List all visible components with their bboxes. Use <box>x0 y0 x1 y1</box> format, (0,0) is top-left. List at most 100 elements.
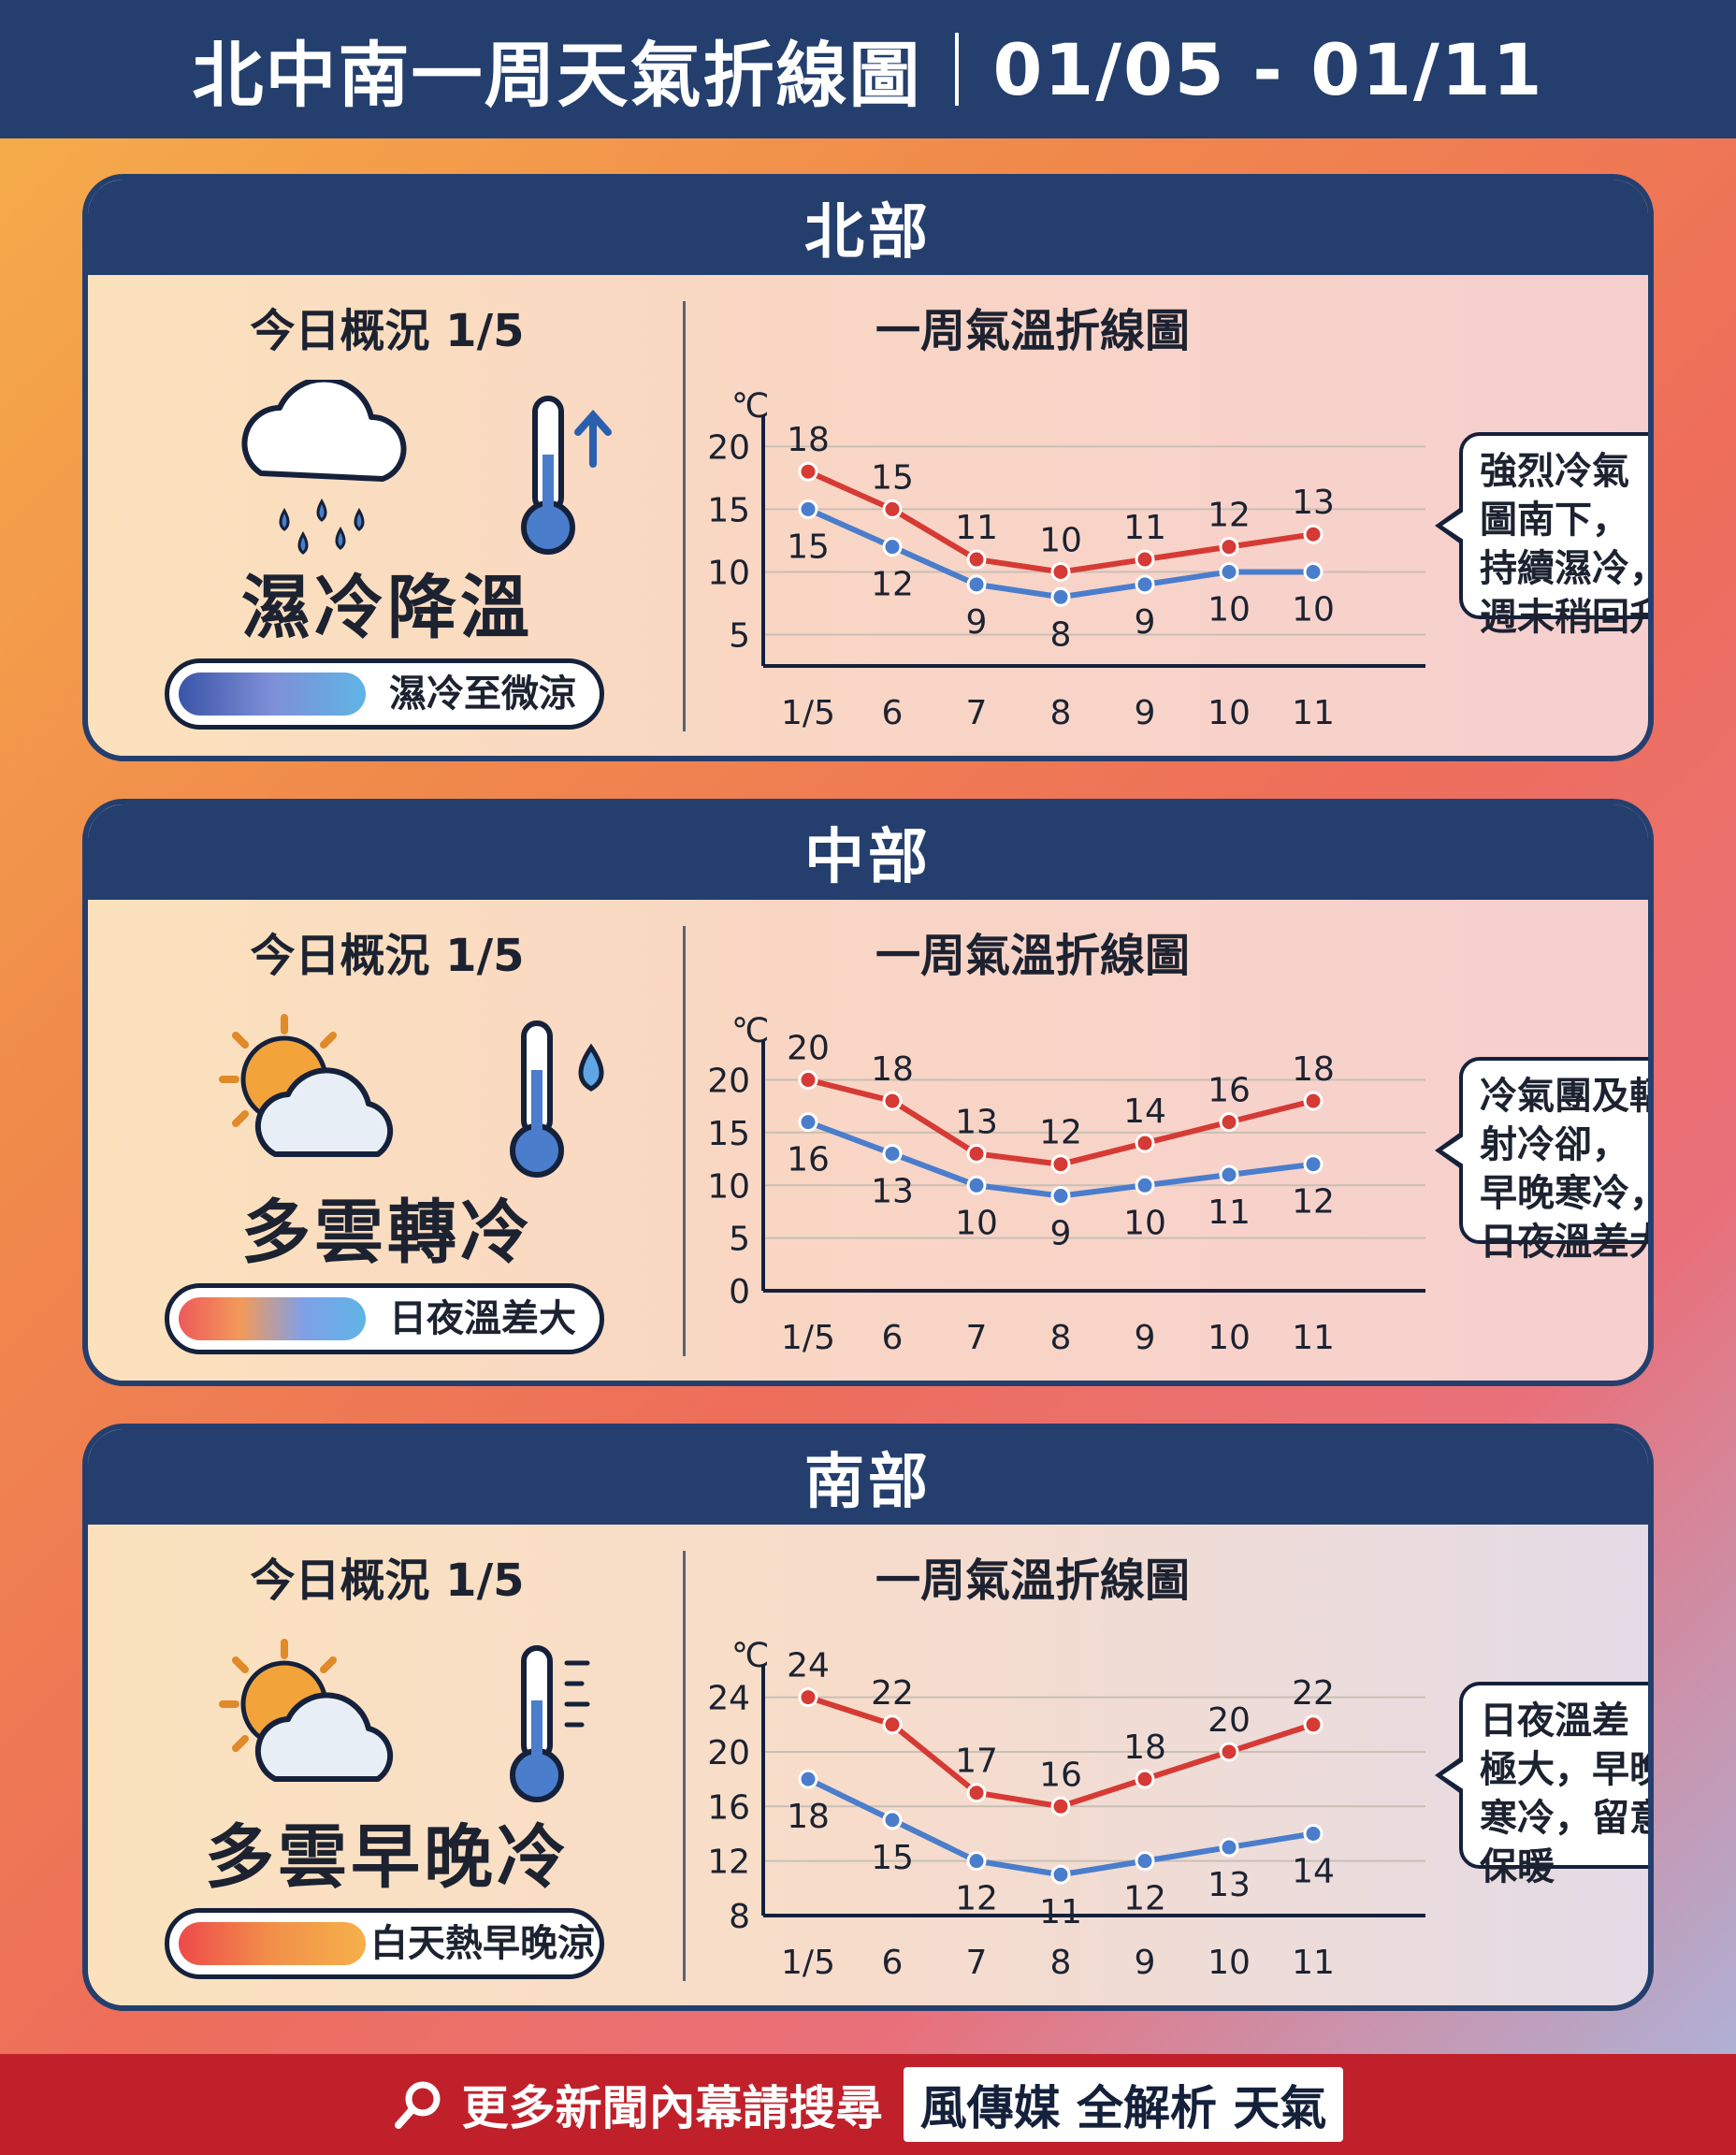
data-label: 16 <box>1039 1756 1082 1794</box>
callout-line: 強烈冷氣 <box>1480 450 1629 493</box>
data-label: 14 <box>1292 1852 1335 1890</box>
data-label: 11 <box>1039 1893 1082 1931</box>
data-label: 22 <box>1292 1674 1335 1713</box>
data-label: 10 <box>1208 590 1251 629</box>
data-point <box>966 1783 987 1803</box>
data-point <box>798 1687 818 1708</box>
x-tick-label: 9 <box>1135 1319 1156 1357</box>
y-tick-label: 24 <box>707 1680 750 1718</box>
data-point <box>966 549 987 570</box>
panel-title: 北部 <box>88 180 1648 275</box>
data-label: 15 <box>871 1839 914 1877</box>
y-tick-label: 5 <box>729 616 750 655</box>
data-point <box>1303 1823 1324 1844</box>
today-label: 今日概況 1/5 <box>250 930 525 982</box>
y-tick-label: 0 <box>729 1273 750 1311</box>
x-tick-label: 6 <box>882 1319 904 1357</box>
today-overview: 今日概況 1/5 <box>88 1525 687 2005</box>
today-overview: 今日概況 1/5 <box>88 900 687 1381</box>
data-label: 12 <box>1292 1183 1335 1222</box>
y-tick-label: 20 <box>707 1734 750 1772</box>
weather-summary: 多雲早晚冷 <box>205 1817 570 1898</box>
chart-central: 一周氣溫折線圖 ℃ 0 5 10 15 20 1/5 6 7 8 9 10 11 20 18 13 12 14 16… <box>687 900 1654 1381</box>
page-header: 北中南一周天氣折線圖 01/05 - 01/11 <box>0 0 1736 138</box>
data-point <box>1135 1851 1155 1872</box>
panel-central: 中部 今日概況 1/5 <box>82 799 1654 1386</box>
data-point <box>966 1851 987 1872</box>
weather-icons <box>88 376 687 567</box>
data-point <box>1219 537 1239 557</box>
pill-text: 日夜溫差大 <box>389 1297 576 1340</box>
y-tick-label: 10 <box>707 1167 750 1206</box>
data-label: 13 <box>1292 484 1335 522</box>
data-label: 18 <box>871 1050 914 1089</box>
temperature-gradient-bar <box>179 1922 366 1965</box>
data-label: 9 <box>1050 1215 1072 1253</box>
data-label: 12 <box>1039 1114 1082 1152</box>
data-point <box>966 574 987 595</box>
data-point <box>798 1769 818 1789</box>
data-point <box>882 1091 903 1111</box>
data-label: 12 <box>1208 497 1251 535</box>
y-tick-label: 16 <box>707 1788 750 1827</box>
temperature-gradient-bar <box>179 1297 366 1340</box>
data-point <box>882 1143 903 1164</box>
data-label: 13 <box>955 1103 998 1141</box>
data-point <box>1303 524 1324 544</box>
x-tick-label: 1/5 <box>781 1944 835 1982</box>
data-label: 17 <box>955 1743 998 1781</box>
y-tick-label: 10 <box>707 554 750 592</box>
data-point <box>1135 1769 1155 1789</box>
data-label: 12 <box>1123 1880 1166 1918</box>
y-tick-label: 8 <box>729 1898 750 1936</box>
callout-line: 射冷卻， <box>1480 1123 1629 1166</box>
data-label: 13 <box>1208 1866 1251 1904</box>
data-point <box>966 1175 987 1195</box>
callout-line: 寒冷，留意 <box>1480 1797 1654 1840</box>
x-tick-label: 7 <box>966 1319 988 1357</box>
callout-box: 日夜溫差 極大，早晚 寒冷，留意 保暖 <box>1435 1682 1654 1888</box>
footer-brand: 風傳媒 全解析 天氣 <box>903 2067 1344 2142</box>
data-label: 11 <box>955 509 998 547</box>
section-divider <box>683 301 686 731</box>
x-tick-label: 7 <box>966 1944 988 1982</box>
x-tick-label: 10 <box>1208 1319 1251 1357</box>
callout-line: 週末稍回升 <box>1480 596 1654 639</box>
temperature-gradient-bar <box>179 673 366 716</box>
x-tick-label: 8 <box>1050 1319 1072 1357</box>
data-label: 12 <box>871 566 914 604</box>
data-point <box>1050 1186 1071 1207</box>
data-label: 14 <box>1123 1092 1166 1131</box>
data-point <box>1135 1175 1155 1195</box>
data-label: 10 <box>1039 521 1082 559</box>
x-tick-label: 6 <box>882 694 904 732</box>
data-point <box>1303 1714 1324 1735</box>
data-point <box>798 461 818 482</box>
section-divider <box>683 926 686 1356</box>
section-divider <box>683 1551 686 1981</box>
data-point <box>1219 1742 1239 1762</box>
chart-title: 一周氣溫折線圖 <box>875 1555 1190 1607</box>
x-tick-label: 10 <box>1208 1944 1251 1982</box>
data-label: 10 <box>955 1204 998 1242</box>
data-point <box>882 499 903 519</box>
data-point <box>1219 561 1239 582</box>
data-point <box>1050 1154 1071 1175</box>
data-label: 9 <box>966 603 988 642</box>
data-label: 15 <box>787 528 830 566</box>
data-label: 11 <box>1123 509 1166 547</box>
data-label: 18 <box>787 1798 830 1836</box>
data-label: 8 <box>1050 615 1072 654</box>
data-label: 16 <box>787 1141 830 1179</box>
callout-line: 早晚寒冷， <box>1480 1172 1654 1215</box>
data-point <box>1219 1837 1239 1858</box>
temperature-pill: 濕冷至微涼 <box>165 658 604 730</box>
data-point <box>1135 1133 1155 1153</box>
chart-title: 一周氣溫折線圖 <box>875 305 1190 357</box>
data-label: 11 <box>1208 1193 1251 1232</box>
data-label: 12 <box>955 1880 998 1918</box>
rain-cloud-icon <box>241 376 407 555</box>
